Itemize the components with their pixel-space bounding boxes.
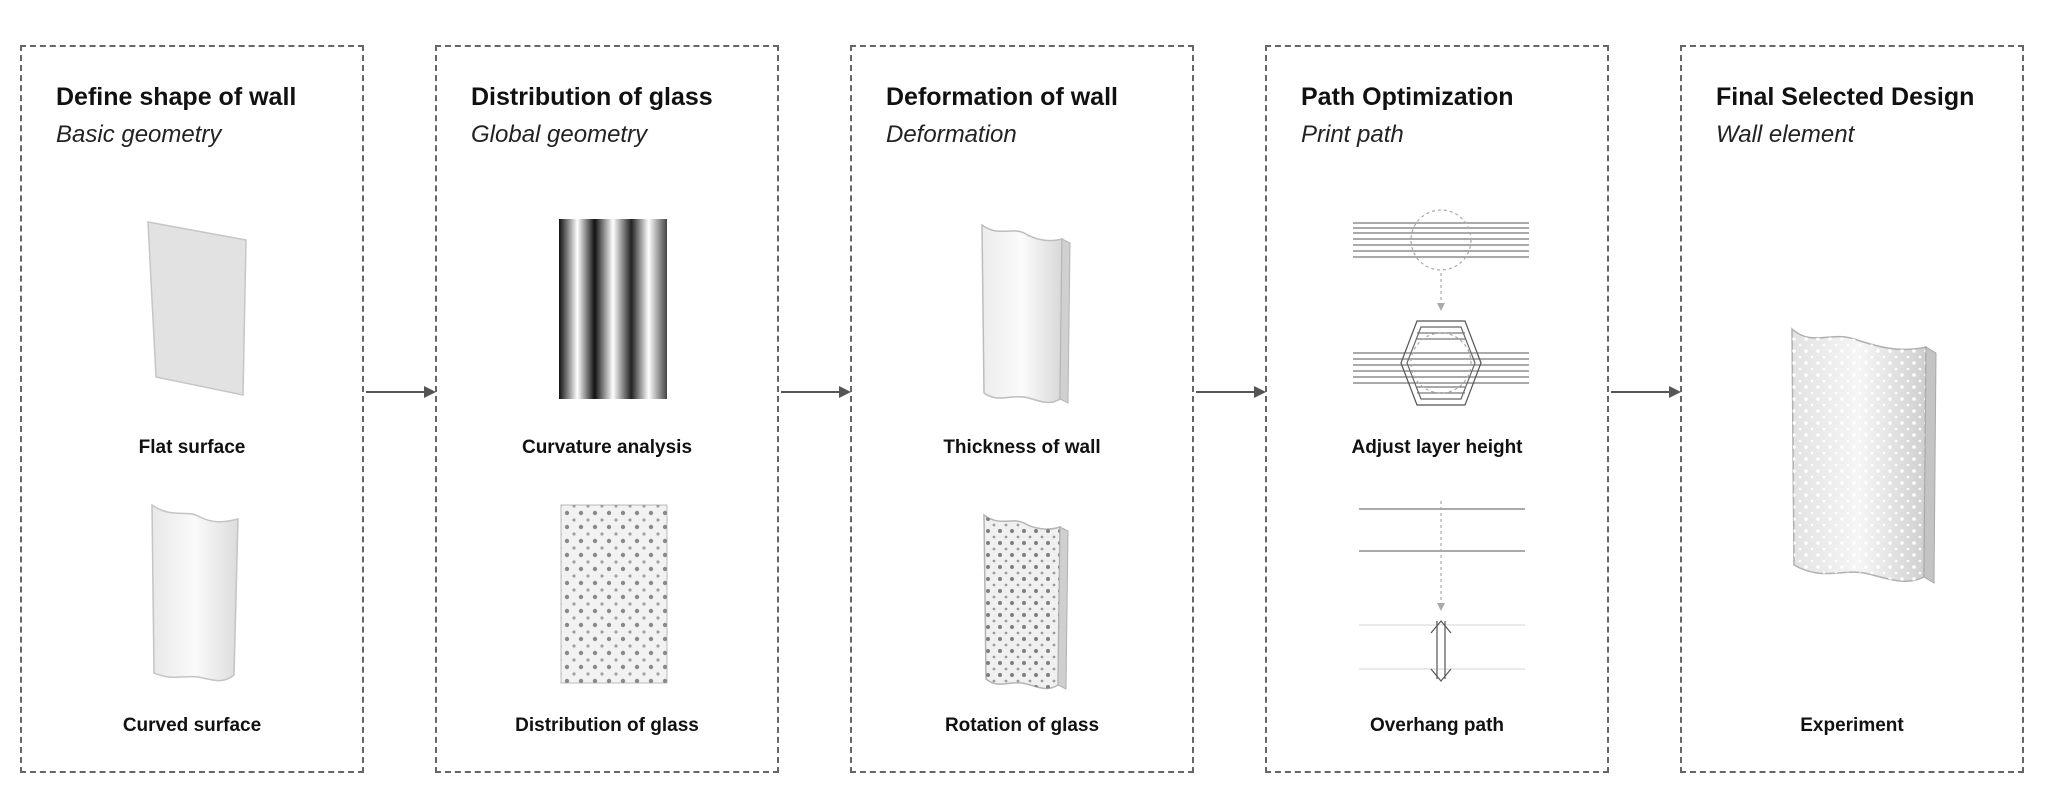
caption-curved-surface: Curved surface xyxy=(122,715,262,736)
panel-title: Distribution of glass xyxy=(471,83,713,111)
panel-title: Deformation of wall xyxy=(886,83,1118,111)
deformation-illustrations xyxy=(981,223,1071,690)
caption-flat-surface: Flat surface xyxy=(138,437,246,458)
caption-overhang-path: Overhang path xyxy=(1369,715,1505,736)
flat-surface-image xyxy=(147,221,247,396)
caption-curvature-analysis: Curvature analysis xyxy=(521,437,693,458)
step-panel-path-optimization: Path Optimization Print path xyxy=(1265,45,1609,773)
caption-rotation-of-glass: Rotation of glass xyxy=(944,715,1100,736)
experiment-image xyxy=(1791,327,1937,584)
flow-arrow-2 xyxy=(781,386,851,398)
step-panel-deformation: Deformation of wall Deformation Thicknes… xyxy=(850,45,1194,773)
print-path-illustrations xyxy=(1353,209,1529,682)
caption-experiment: Experiment xyxy=(1800,715,1904,736)
caption-thickness-of-wall: Thickness of wall xyxy=(943,437,1101,458)
curvature-analysis-image xyxy=(559,219,667,399)
panel-title: Final Selected Design xyxy=(1716,83,1975,111)
rotation-of-glass-image xyxy=(983,513,1069,690)
overhang-path-diagram xyxy=(1359,501,1525,682)
caption-distribution-of-glass: Distribution of glass xyxy=(515,715,699,736)
panel-subtitle: Print path xyxy=(1301,121,1404,148)
panel-title: Path Optimization xyxy=(1301,83,1514,111)
curved-surface-image xyxy=(151,503,239,682)
panel-subtitle: Global geometry xyxy=(471,121,648,148)
thickness-of-wall-image xyxy=(981,223,1071,404)
layer-height-diagram xyxy=(1353,209,1529,406)
flow-arrow-1 xyxy=(366,386,436,398)
wall-shape-illustrations xyxy=(147,221,247,682)
flow-arrow-4 xyxy=(1611,386,1681,398)
glass-distribution-image xyxy=(560,504,668,684)
panel-subtitle: Wall element xyxy=(1716,121,1855,148)
step-panel-final-design: Final Selected Design Wall element Exper… xyxy=(1680,45,2024,773)
glass-distribution-illustrations xyxy=(559,219,668,684)
flow-arrow-3 xyxy=(1196,386,1266,398)
panel-title: Define shape of wall xyxy=(56,83,297,111)
final-wall-illustration xyxy=(1791,327,1937,584)
step-panel-distribution: Distribution of glass Global geometry Cu… xyxy=(435,45,779,773)
panel-subtitle: Deformation xyxy=(886,121,1017,148)
caption-adjust-layer-height: Adjust layer height xyxy=(1351,437,1523,458)
panel-subtitle: Basic geometry xyxy=(56,121,222,148)
step-panel-define-shape: Define shape of wall Basic geometry Flat… xyxy=(20,45,364,773)
